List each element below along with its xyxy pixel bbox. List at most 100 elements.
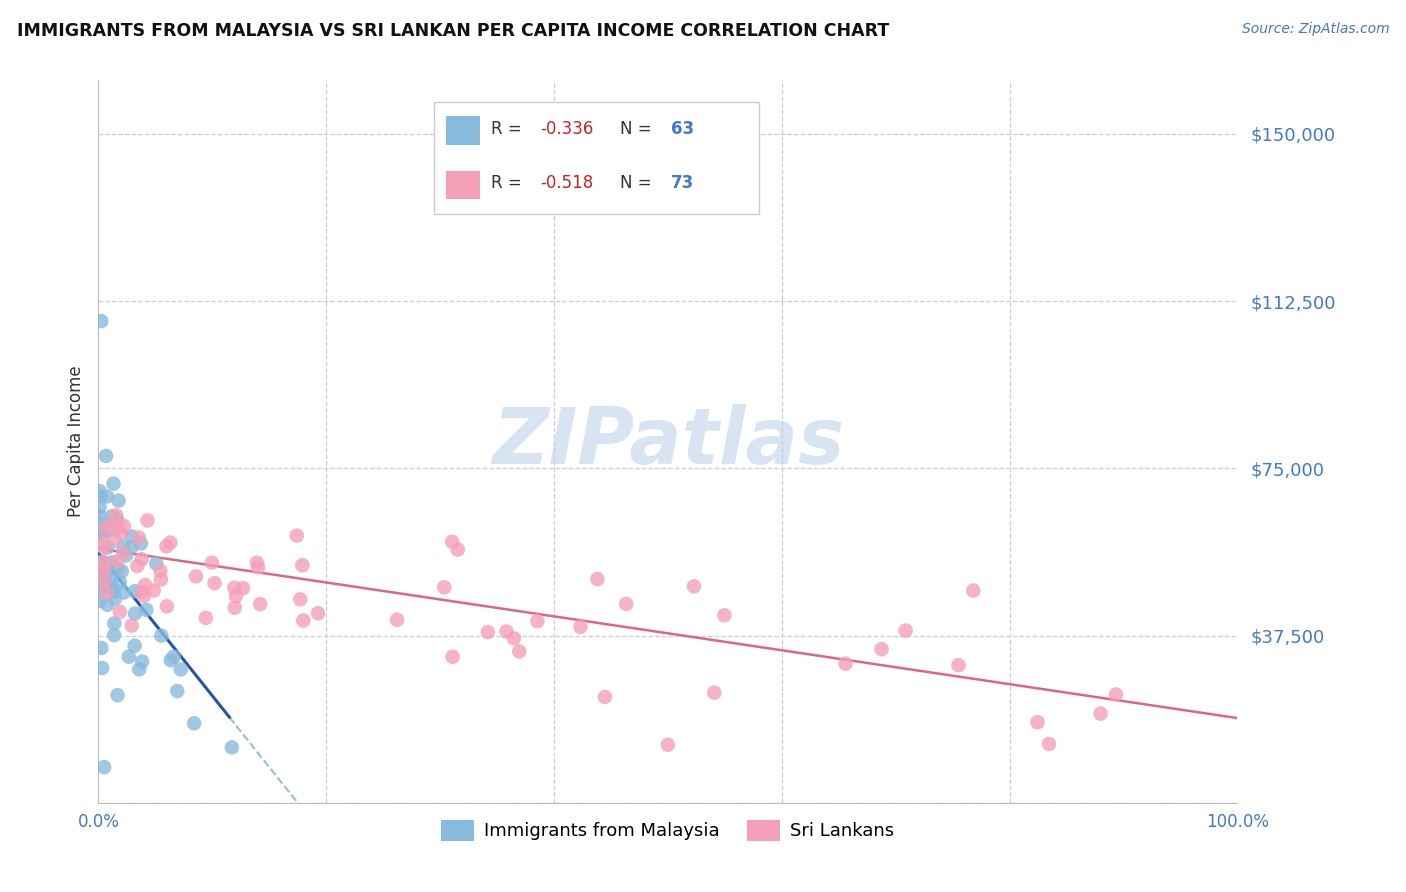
Point bbox=[91, 563, 114, 577]
Point bbox=[89, 508, 111, 523]
Point bbox=[89, 579, 111, 593]
Point bbox=[93, 574, 115, 589]
Text: R =: R = bbox=[491, 120, 527, 137]
Point bbox=[89, 516, 111, 531]
Point bbox=[201, 556, 224, 570]
Point bbox=[129, 536, 152, 550]
Legend: Immigrants from Malaysia, Sri Lankans: Immigrants from Malaysia, Sri Lankans bbox=[434, 813, 901, 848]
Point bbox=[495, 624, 517, 639]
Point bbox=[100, 517, 122, 532]
Point bbox=[107, 493, 129, 508]
Point bbox=[948, 658, 970, 673]
Point bbox=[111, 565, 134, 579]
Point bbox=[221, 740, 243, 755]
Point bbox=[149, 573, 172, 587]
Point bbox=[94, 449, 117, 463]
Point bbox=[870, 642, 893, 657]
Point bbox=[101, 582, 124, 596]
Point bbox=[108, 605, 131, 619]
Point bbox=[90, 314, 112, 328]
Point bbox=[166, 684, 188, 698]
Point bbox=[124, 639, 146, 653]
Bar bbox=[446, 170, 479, 200]
Point bbox=[100, 556, 122, 570]
Point bbox=[100, 516, 122, 531]
Point bbox=[91, 661, 114, 675]
Point bbox=[593, 690, 616, 704]
Point bbox=[93, 555, 115, 569]
Point bbox=[101, 509, 124, 524]
Point bbox=[145, 557, 167, 571]
Point bbox=[385, 613, 408, 627]
Point bbox=[118, 649, 141, 664]
Point bbox=[184, 569, 207, 583]
Point bbox=[508, 644, 530, 658]
Point bbox=[183, 716, 205, 731]
Point bbox=[232, 581, 254, 595]
Point bbox=[96, 586, 118, 600]
Point bbox=[93, 563, 115, 577]
Point bbox=[105, 508, 128, 523]
Point bbox=[834, 657, 856, 671]
Point bbox=[703, 686, 725, 700]
Point bbox=[93, 535, 115, 549]
Point bbox=[103, 476, 125, 491]
Point bbox=[112, 585, 135, 599]
Text: 63: 63 bbox=[671, 120, 695, 137]
Point bbox=[131, 655, 153, 669]
Point bbox=[441, 534, 464, 549]
Point bbox=[135, 603, 157, 617]
Point bbox=[108, 574, 131, 589]
Point bbox=[107, 520, 129, 534]
Point bbox=[93, 541, 115, 555]
Point bbox=[128, 531, 150, 545]
Text: N =: N = bbox=[620, 120, 657, 137]
Point bbox=[96, 565, 118, 579]
Point bbox=[121, 529, 143, 543]
Point bbox=[569, 620, 592, 634]
Point bbox=[89, 594, 111, 608]
Text: 73: 73 bbox=[671, 174, 695, 192]
Point bbox=[97, 541, 120, 555]
Point bbox=[204, 576, 226, 591]
Point bbox=[104, 591, 127, 606]
FancyBboxPatch shape bbox=[434, 102, 759, 214]
Point bbox=[98, 573, 121, 587]
Point bbox=[224, 600, 246, 615]
Text: R =: R = bbox=[491, 174, 527, 192]
Point bbox=[246, 556, 269, 570]
Point bbox=[124, 607, 146, 621]
Point bbox=[89, 500, 111, 515]
Point bbox=[1105, 688, 1128, 702]
Point bbox=[93, 760, 115, 774]
Point bbox=[433, 580, 456, 594]
Point bbox=[477, 625, 499, 640]
Text: ZIPatlas: ZIPatlas bbox=[492, 403, 844, 480]
Point bbox=[159, 653, 181, 667]
Point bbox=[247, 560, 270, 574]
Point bbox=[89, 571, 111, 585]
Point bbox=[97, 524, 120, 538]
Point bbox=[291, 558, 314, 573]
Point bbox=[103, 628, 125, 642]
Point bbox=[159, 535, 181, 549]
Point bbox=[586, 572, 609, 586]
Point bbox=[131, 552, 153, 566]
Point bbox=[307, 607, 329, 621]
Point bbox=[162, 649, 184, 664]
Point bbox=[170, 662, 193, 676]
Point bbox=[155, 540, 177, 554]
Point bbox=[127, 559, 149, 574]
Point bbox=[89, 584, 111, 599]
Point bbox=[90, 489, 112, 503]
Point bbox=[97, 580, 120, 594]
Point bbox=[713, 608, 735, 623]
Point bbox=[150, 629, 173, 643]
Point bbox=[136, 514, 159, 528]
Point bbox=[107, 554, 129, 568]
Point bbox=[194, 611, 217, 625]
Point bbox=[90, 640, 112, 655]
Point bbox=[101, 583, 124, 598]
Y-axis label: Per Capita Income: Per Capita Income bbox=[66, 366, 84, 517]
Text: N =: N = bbox=[620, 174, 657, 192]
